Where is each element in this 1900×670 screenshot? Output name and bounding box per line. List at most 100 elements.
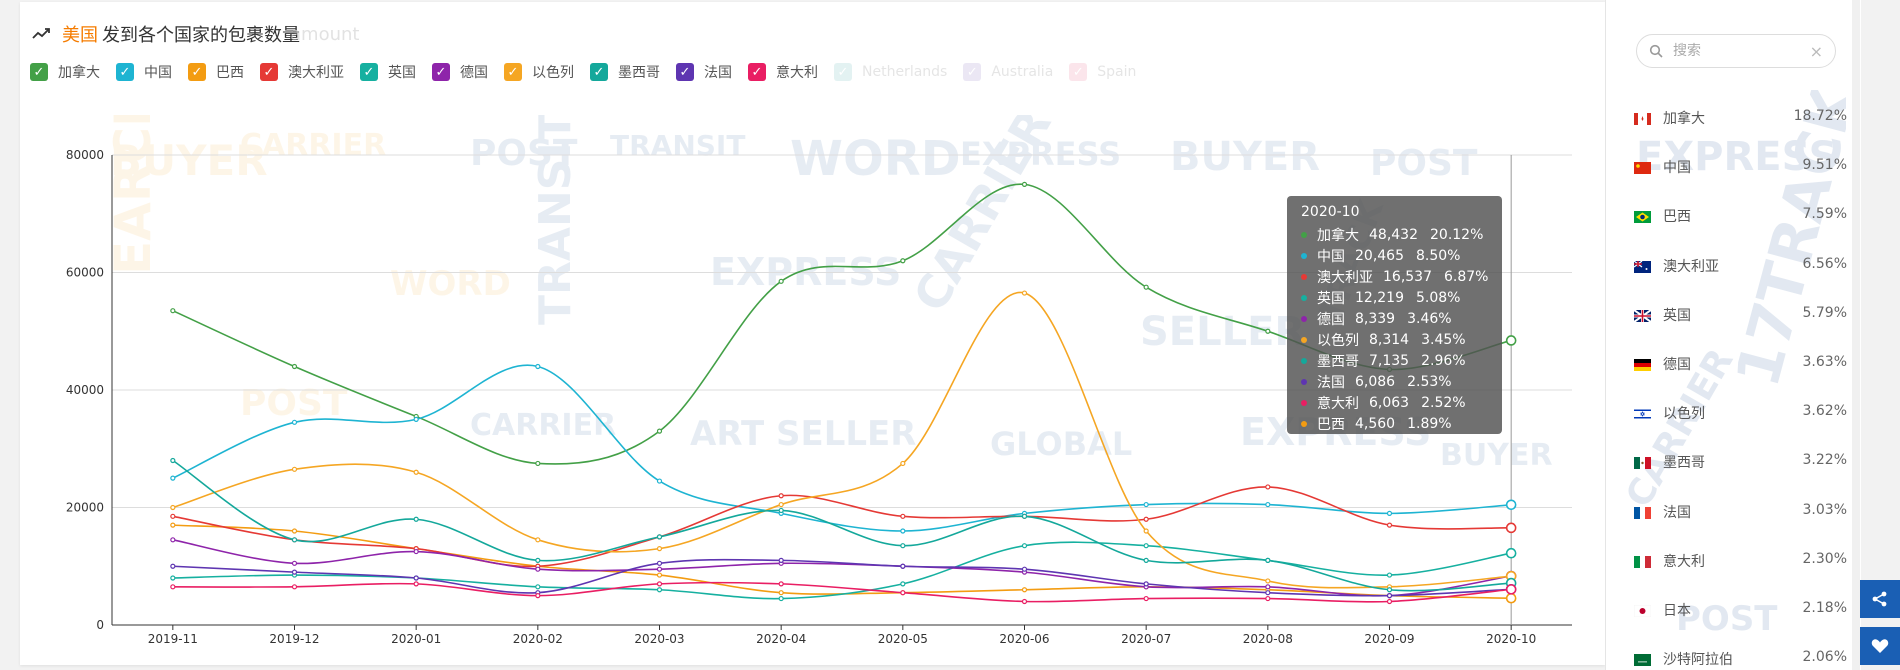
data-point <box>413 548 419 555</box>
data-point <box>1386 522 1393 528</box>
title-country[interactable]: 美国 <box>62 25 98 46</box>
legend-item[interactable]: ✓ Netherlands <box>834 63 947 81</box>
data-point <box>900 528 906 534</box>
country-rank-item[interactable]: 法国 3.03% <box>1606 502 1861 551</box>
tooltip-row: 意大利 6,063 2.52% <box>1301 392 1488 413</box>
country-rank-item[interactable]: 以色列 3.62% <box>1606 403 1861 452</box>
share-button[interactable] <box>1860 580 1900 618</box>
country-rank-item[interactable]: 墨西哥 3.22% <box>1606 452 1861 501</box>
country-rank-item[interactable]: 日本 2.18% <box>1606 600 1861 649</box>
data-point <box>778 507 784 514</box>
legend-item[interactable]: ✓ 德国 <box>432 62 488 82</box>
legend-item[interactable]: ✓ Australia <box>963 63 1053 81</box>
data-point <box>1505 592 1517 604</box>
y-tick-label: 20000 <box>66 501 104 515</box>
data-point <box>291 584 298 590</box>
tooltip-value: 16,537 <box>1383 268 1432 285</box>
legend-checkbox-icon[interactable]: ✓ <box>116 63 134 81</box>
legend-checkbox-icon[interactable]: ✓ <box>360 63 378 81</box>
tooltip-value: 20,465 <box>1355 247 1404 264</box>
share-icon <box>1872 591 1887 607</box>
legend-checkbox-icon[interactable]: ✓ <box>432 63 450 81</box>
sidebar-scrollbar[interactable] <box>1852 0 1860 670</box>
legend-checkbox-icon[interactable]: ✓ <box>590 63 608 81</box>
like-button[interactable] <box>1860 627 1900 665</box>
tooltip-value: 8,339 <box>1355 310 1396 327</box>
country-rank-item[interactable]: 沙特阿拉伯 2.06% <box>1606 649 1861 670</box>
legend-item[interactable]: ✓ 澳大利亚 <box>260 62 344 82</box>
tooltip-series-name: 德国 <box>1317 311 1345 328</box>
tooltip-row: 巴西 4,560 1.89% <box>1301 413 1488 434</box>
legend-checkbox-icon[interactable]: ✓ <box>504 63 522 81</box>
data-point <box>1021 587 1028 593</box>
legend-item[interactable]: ✓ 墨西哥 <box>590 62 660 82</box>
japan-flag-icon <box>1634 604 1651 617</box>
data-point <box>170 308 176 314</box>
tooltip-value: 12,219 <box>1355 289 1404 306</box>
data-point <box>1265 501 1271 508</box>
australia-flag-icon <box>1634 260 1651 273</box>
legend-item[interactable]: ✓ 加拿大 <box>30 62 100 82</box>
tooltip-row: 墨西哥 7,135 2.96% <box>1301 350 1488 371</box>
legend-checkbox-icon[interactable]: ✓ <box>188 63 206 81</box>
legend-item[interactable]: ✓ 巴西 <box>188 62 244 82</box>
legend-checkbox-icon[interactable]: ✓ <box>676 63 694 81</box>
canada-flag-icon <box>1634 113 1651 125</box>
legend-item[interactable]: ✓ 意大利 <box>748 62 818 82</box>
series-line <box>172 558 1512 597</box>
data-point <box>1021 598 1028 605</box>
series-dot-icon <box>1301 336 1307 343</box>
tooltip-series-name: 英国 <box>1317 290 1345 307</box>
germany-flag-icon <box>1634 358 1651 371</box>
series-dot-icon <box>1301 378 1307 385</box>
clear-icon[interactable]: × <box>1809 41 1823 61</box>
legend-item[interactable]: ✓ Spain <box>1069 63 1136 81</box>
legend-item[interactable]: ✓ 以色列 <box>504 62 574 82</box>
legend-checkbox-icon[interactable]: ✓ <box>30 63 48 81</box>
legend-checkbox-icon[interactable]: ✓ <box>1069 63 1088 81</box>
country-name: 以色列 <box>1663 406 1705 423</box>
tooltip-value: 8,314 <box>1369 331 1410 348</box>
data-point <box>900 581 906 587</box>
legend-label: 澳大利亚 <box>288 65 344 81</box>
data-point <box>656 534 663 540</box>
data-point <box>535 363 541 370</box>
data-point <box>170 584 176 590</box>
legend-checkbox-icon[interactable]: ✓ <box>260 63 278 81</box>
country-rank-item[interactable]: 加拿大 18.72% <box>1606 108 1861 157</box>
legend-checkbox-icon[interactable]: ✓ <box>963 63 982 81</box>
legend-checkbox-icon[interactable]: ✓ <box>748 63 766 81</box>
country-name: 巴西 <box>1663 209 1691 226</box>
data-point <box>1386 510 1393 516</box>
x-tick-label: 2019-12 <box>269 632 319 646</box>
tooltip-series-name: 澳大利亚 <box>1317 269 1373 286</box>
tooltip-row: 加拿大 48,432 20.12% <box>1301 224 1488 245</box>
country-rank-item[interactable]: 德国 3.63% <box>1606 354 1861 403</box>
legend-checkbox-icon[interactable]: ✓ <box>834 63 852 81</box>
data-point <box>1265 595 1271 602</box>
data-point <box>413 469 419 475</box>
country-rank-item[interactable]: 中国 9.51% <box>1606 157 1861 206</box>
series-line <box>172 183 1512 465</box>
country-percent: 6.56% <box>1802 255 1847 272</box>
data-point <box>1265 557 1271 563</box>
data-point <box>1265 584 1271 590</box>
country-rank-item[interactable]: 澳大利亚 6.56% <box>1606 256 1861 305</box>
data-point <box>1021 290 1028 296</box>
data-point <box>778 595 784 602</box>
search-box[interactable]: × <box>1636 34 1836 68</box>
legend-item[interactable]: ✓ 中国 <box>116 62 172 82</box>
country-rank-item[interactable]: 巴西 7.59% <box>1606 206 1861 255</box>
legend-item[interactable]: ✓ 英国 <box>360 62 416 82</box>
data-point <box>656 572 663 578</box>
data-point <box>413 575 419 581</box>
series-dot-icon <box>1301 231 1307 238</box>
data-point <box>535 584 541 590</box>
legend-item[interactable]: ✓ 法国 <box>676 62 732 82</box>
country-rank-item[interactable]: 英国 5.79% <box>1606 305 1861 354</box>
data-point <box>413 581 419 587</box>
tooltip-value: 48,432 <box>1369 226 1418 243</box>
search-input[interactable] <box>1671 42 1790 60</box>
data-point <box>291 419 298 425</box>
country-rank-item[interactable]: 意大利 2.30% <box>1606 551 1861 600</box>
